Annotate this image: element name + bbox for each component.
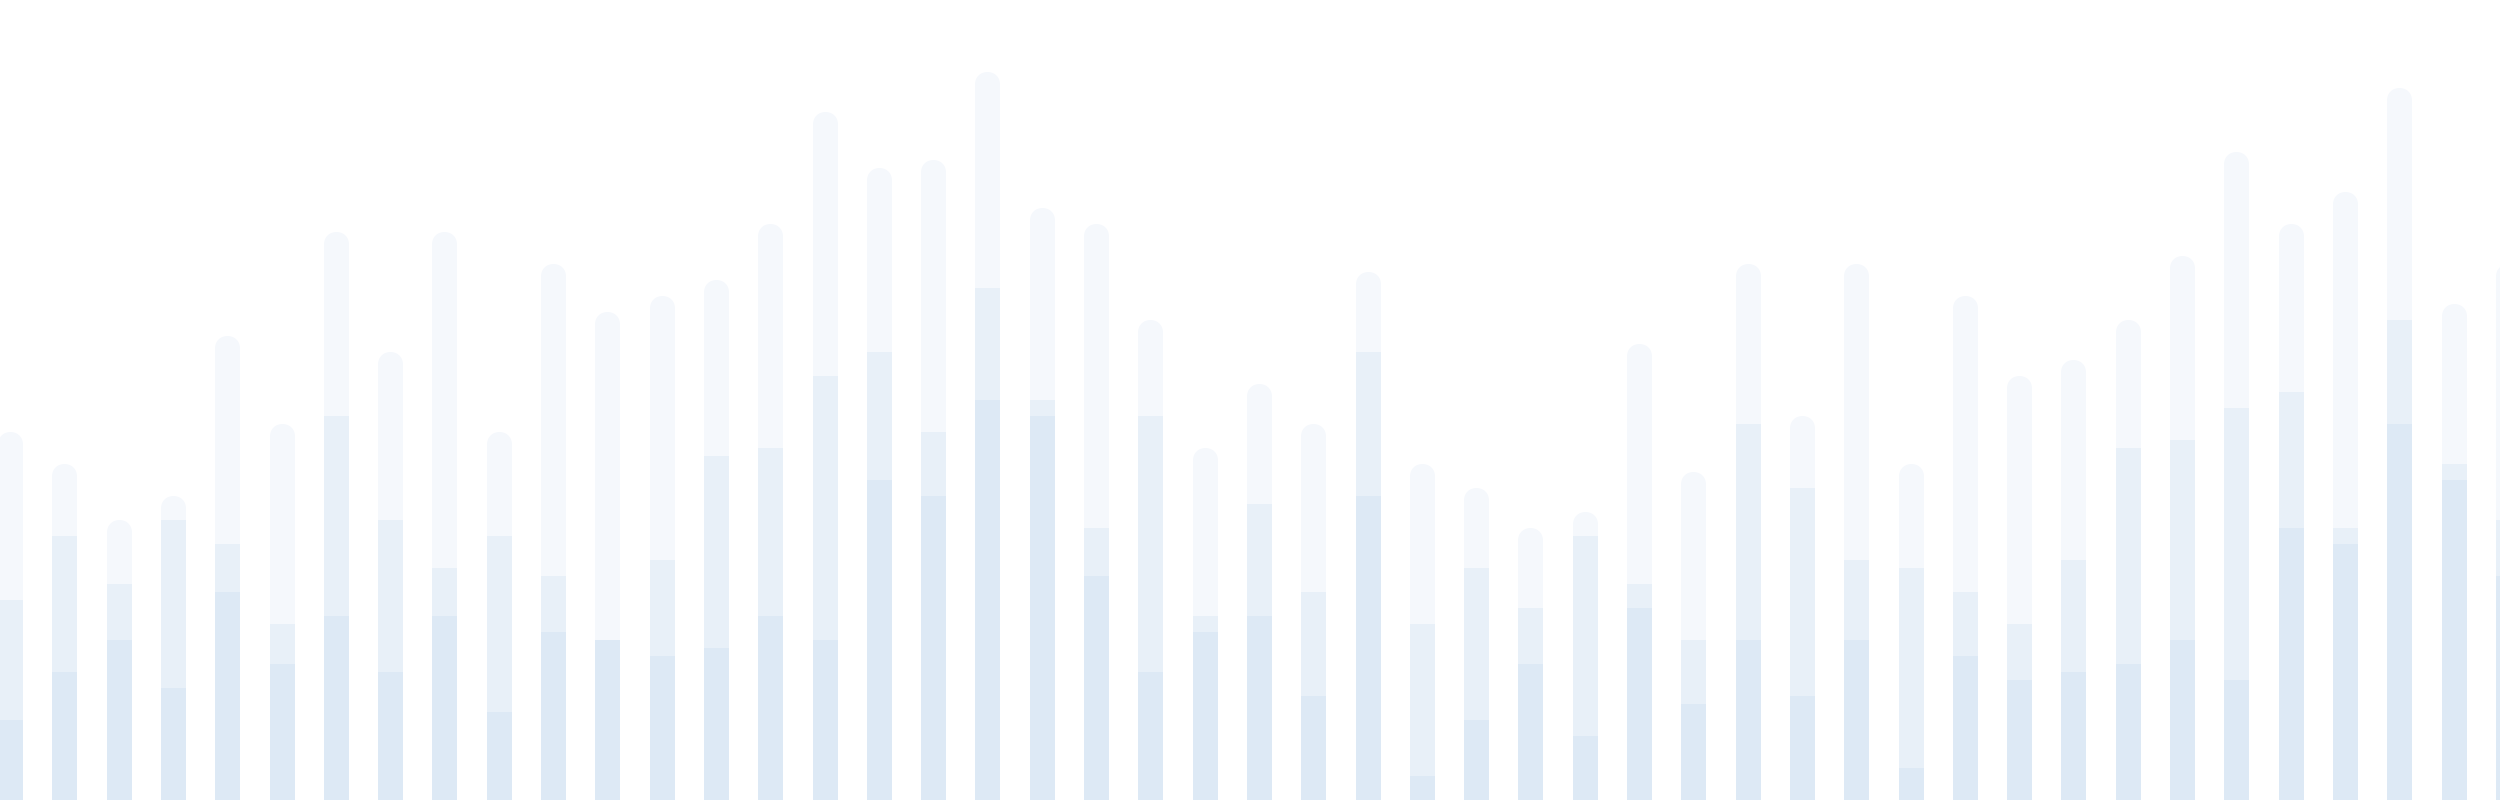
bar-column [541,264,566,800]
bar-column [1301,424,1326,800]
bar-column [2116,320,2141,800]
bar-inner [1138,672,1163,800]
bar-inner [1790,696,1815,800]
bar-column [270,424,295,800]
bar-column [1247,384,1272,800]
bar-column [1084,224,1109,800]
bar-column [2061,360,2086,800]
bar-column [432,232,457,800]
bar-inner [2007,680,2032,800]
bar-column [1464,488,1489,800]
bar-column [324,232,349,800]
bar-inner [2116,664,2141,800]
bar-inner [2061,672,2086,800]
bar-column [867,168,892,800]
bar-column [1953,296,1978,800]
bar-column [2333,192,2358,800]
bar-inner [1573,736,1598,800]
bar-inner [1953,656,1978,800]
bar-column [2496,264,2500,800]
bar-inner [1301,696,1326,800]
bar-column [1899,464,1924,800]
bar-column [1193,448,1218,800]
bar-inner [867,480,892,800]
bar-inner [1247,616,1272,800]
bar-inner [704,648,729,800]
bar-inner [2387,424,2412,800]
bar-inner [215,592,240,800]
bar-inner [650,656,675,800]
bar-inner [2170,640,2195,800]
bar-inner [1518,664,1543,800]
bar-inner [1193,632,1218,800]
bar-inner [270,664,295,800]
bar-column [2007,376,2032,800]
bar-column [1790,416,1815,800]
bar-inner [1627,608,1652,800]
bar-inner [813,640,838,800]
bar-inner [1681,704,1706,800]
bar-column [2170,256,2195,800]
bar-inner [1736,640,1761,800]
bar-column [1573,512,1598,800]
bar-column [2387,88,2412,800]
bar-column [2279,224,2304,800]
bar-inner [975,400,1000,800]
bar-inner [541,632,566,800]
bar-column [975,72,1000,800]
bar-column [704,280,729,800]
bar-column [1681,472,1706,800]
bar-inner [52,672,77,800]
bar-column [813,112,838,800]
bar-column [52,464,77,800]
bar-inner [161,688,186,800]
bar-column [378,352,403,800]
bar-column [921,160,946,800]
bar-inner [921,496,946,800]
bar-inner [2279,528,2304,800]
bar-inner [1410,776,1435,800]
bar-column [487,432,512,800]
bar-inner [1464,720,1489,800]
bar-inner [1899,768,1924,800]
bar-inner [1356,496,1381,800]
bar-column [595,312,620,800]
bar-inner [2442,480,2467,800]
bar-column [650,296,675,800]
bar-column [1410,464,1435,800]
bar-middle [1899,568,1924,800]
bar-column [1518,528,1543,800]
bar-column [107,520,132,800]
bar-inner [107,640,132,800]
bar-inner [2333,544,2358,800]
bar-column [0,432,23,800]
bar-column [1627,344,1652,800]
bar-column [1736,264,1761,800]
bar-inner [0,720,23,800]
bar-column [758,224,783,800]
bar-column [1844,264,1869,800]
bar-column [161,496,186,800]
bar-inner [432,616,457,800]
bar-column [2442,304,2467,800]
bar-inner [758,616,783,800]
bar-inner [2496,576,2500,800]
bar-column [1138,320,1163,800]
bar-middle [1410,624,1435,800]
bar-column [215,336,240,800]
bar-inner [487,712,512,800]
bar-inner [1084,576,1109,800]
bar-inner [595,640,620,800]
bar-column [2224,152,2249,800]
bar-inner [1030,416,1055,800]
bar-inner [324,616,349,800]
bar-column [1030,208,1055,800]
bar-inner [1844,640,1869,800]
bar-inner [2224,680,2249,800]
bar-inner [378,672,403,800]
bar-column [1356,272,1381,800]
